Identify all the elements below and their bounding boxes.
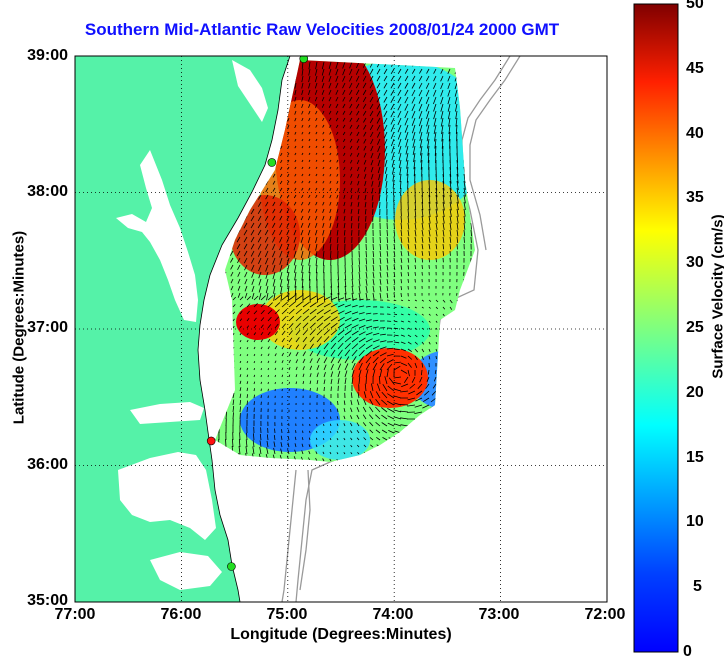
colorbar-tick: 15 [686, 449, 704, 466]
far-south-station [227, 562, 236, 571]
x-tick-label: 77:00 [54, 606, 96, 623]
colorbar-tick: 25 [686, 319, 704, 336]
figure-title: Southern Mid-Atlantic Raw Velocities 200… [84, 20, 560, 39]
colorbar-tick: 10 [686, 513, 704, 530]
lower-sounds [150, 552, 222, 590]
x-tick-label: 72:00 [584, 606, 626, 623]
colorbar-tick: 50 [686, 0, 704, 12]
y-tick-label: 35:00 [27, 592, 68, 609]
land-area [75, 56, 290, 602]
colorbar-tick: 40 [686, 125, 704, 142]
colorbar-label: Surface Velocity (cm/s) [709, 214, 724, 379]
colorbar-tick: 35 [686, 189, 704, 206]
x-tick-label: 76:00 [160, 606, 202, 623]
coastline [197, 56, 291, 602]
pamlico-sound [118, 452, 216, 540]
south-station-red [206, 436, 216, 446]
y-tick-label: 37:00 [27, 319, 68, 336]
plot-frame [74, 55, 608, 603]
x-tick-label: 75:00 [266, 606, 308, 623]
colorbar-tick: 5 [693, 578, 702, 595]
north-station [299, 56, 309, 64]
albemarle-sound [130, 402, 204, 424]
y-axis-label: Latitude (Degrees:Minutes) [10, 230, 28, 425]
mid-station [267, 158, 277, 167]
y-tick-label: 36:00 [27, 456, 68, 473]
x-axis-label: Longitude (Degrees:Minutes) [230, 626, 452, 643]
colorbar-tick: 45 [686, 60, 704, 77]
colorbar [633, 3, 679, 653]
grid-lines [75, 56, 607, 602]
colorbar-tick: 30 [686, 254, 704, 271]
colorbar-tick: 20 [686, 384, 704, 401]
y-tick-label: 39:00 [27, 47, 68, 64]
chesapeake-bay [116, 150, 198, 322]
velocity-field [215, 60, 475, 462]
x-tick-label: 74:00 [372, 606, 414, 623]
colorbar-tick: 0 [683, 643, 692, 659]
x-tick-label: 73:00 [478, 606, 520, 623]
y-tick-label: 38:00 [27, 183, 68, 200]
delaware-bay [232, 60, 268, 122]
